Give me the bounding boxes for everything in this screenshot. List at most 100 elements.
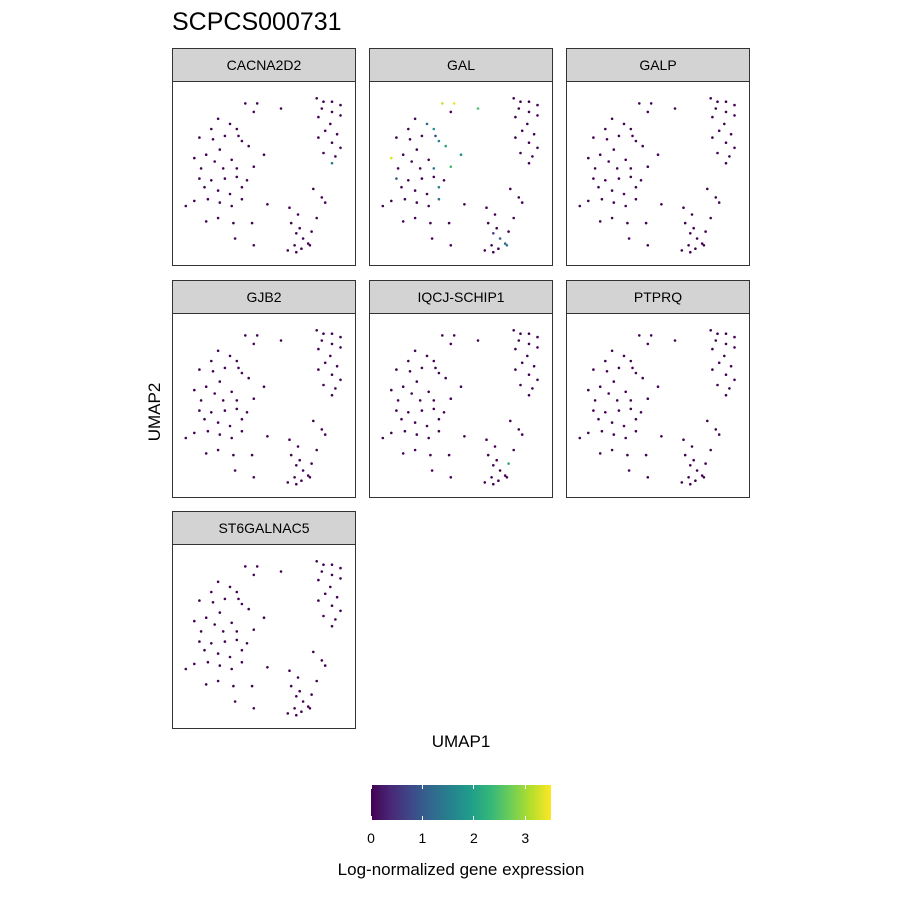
cell-point bbox=[656, 153, 660, 156]
cell-point bbox=[505, 244, 509, 247]
scatter-plot bbox=[578, 97, 736, 254]
cell-point bbox=[252, 628, 256, 631]
cell-point bbox=[597, 417, 600, 421]
cell-point bbox=[204, 220, 208, 223]
cell-point bbox=[437, 197, 441, 201]
colorbar-tick-label: 0 bbox=[367, 830, 375, 846]
cell-point bbox=[211, 601, 215, 604]
cell-point bbox=[323, 592, 327, 596]
cell-point bbox=[604, 359, 607, 363]
cell-point bbox=[235, 167, 239, 170]
cell-point bbox=[498, 237, 502, 240]
cell-point bbox=[429, 221, 432, 225]
cell-point bbox=[395, 368, 398, 371]
cell-point bbox=[230, 158, 233, 162]
cell-point bbox=[211, 138, 215, 141]
cell-point bbox=[289, 684, 293, 688]
cell-point bbox=[206, 429, 210, 433]
cell-point bbox=[330, 332, 334, 335]
cell-point bbox=[410, 392, 413, 395]
cell-point bbox=[442, 179, 446, 182]
cell-point bbox=[301, 237, 305, 240]
cell-point bbox=[323, 664, 327, 667]
cell-point bbox=[629, 127, 633, 131]
cell-point bbox=[442, 411, 446, 414]
cell-point bbox=[230, 204, 233, 208]
cell-point bbox=[286, 249, 290, 252]
colorbar-tick bbox=[524, 816, 526, 820]
cell-point bbox=[449, 110, 453, 114]
cell-point bbox=[288, 669, 291, 672]
cell-point bbox=[706, 419, 709, 423]
facet-strip-label: GAL bbox=[369, 48, 553, 82]
cell-point bbox=[244, 102, 247, 105]
cell-point bbox=[395, 409, 398, 412]
cell-point bbox=[298, 689, 301, 693]
cell-point bbox=[486, 453, 490, 457]
cell-point bbox=[578, 204, 582, 208]
colorbar-tick-label: 2 bbox=[469, 830, 478, 846]
cell-point bbox=[204, 385, 208, 388]
cell-point bbox=[240, 371, 244, 375]
cell-point bbox=[279, 107, 283, 110]
cell-point bbox=[714, 428, 718, 431]
cell-point bbox=[240, 660, 244, 664]
cell-point bbox=[449, 244, 453, 247]
cell-point bbox=[296, 213, 300, 216]
cell-point bbox=[198, 177, 201, 180]
cell-point bbox=[330, 100, 334, 103]
cell-point bbox=[330, 373, 334, 376]
cell-point bbox=[498, 469, 502, 472]
cell-point bbox=[339, 566, 342, 570]
cell-point bbox=[245, 642, 249, 645]
cell-point bbox=[184, 667, 188, 671]
cell-point bbox=[216, 189, 220, 192]
cell-point bbox=[425, 424, 429, 428]
cell-point bbox=[490, 476, 493, 479]
cell-point bbox=[322, 563, 325, 566]
colorbar-tick bbox=[370, 785, 372, 789]
cell-point bbox=[452, 102, 456, 105]
cell-point bbox=[252, 244, 256, 247]
cell-point bbox=[213, 392, 216, 395]
cell-point bbox=[724, 332, 728, 335]
cell-point bbox=[204, 616, 208, 619]
cell-point bbox=[519, 383, 522, 387]
cell-point bbox=[323, 433, 327, 436]
cell-point bbox=[695, 237, 699, 240]
cell-point bbox=[339, 335, 342, 339]
cell-point bbox=[262, 153, 266, 156]
cell-point bbox=[317, 115, 320, 119]
cell-point bbox=[704, 462, 707, 465]
cell-point bbox=[592, 409, 595, 412]
cell-point bbox=[449, 397, 453, 400]
cell-point bbox=[323, 201, 327, 204]
cell-point bbox=[216, 349, 220, 353]
cell-point bbox=[413, 448, 417, 452]
cell-point bbox=[198, 640, 201, 643]
cell-point bbox=[315, 329, 318, 332]
cell-point bbox=[612, 433, 616, 436]
cell-point bbox=[237, 134, 240, 138]
cell-point bbox=[401, 153, 405, 156]
cell-point bbox=[255, 334, 259, 337]
scatter-panel bbox=[369, 313, 553, 498]
cell-point bbox=[223, 409, 227, 412]
cell-point bbox=[717, 129, 721, 133]
cell-point bbox=[692, 458, 695, 462]
cell-point bbox=[519, 100, 522, 103]
cell-point bbox=[427, 158, 430, 162]
cell-point bbox=[401, 452, 405, 455]
cell-point bbox=[687, 244, 690, 247]
cell-point bbox=[520, 201, 524, 204]
cell-point bbox=[330, 110, 334, 114]
cell-point bbox=[339, 609, 342, 613]
cell-point bbox=[317, 578, 320, 582]
cell-point bbox=[420, 409, 424, 412]
cell-point bbox=[646, 110, 650, 114]
cell-point bbox=[607, 160, 610, 163]
cell-point bbox=[444, 144, 447, 148]
cell-point bbox=[235, 127, 239, 131]
cell-point bbox=[646, 476, 650, 479]
cell-point bbox=[507, 462, 510, 465]
